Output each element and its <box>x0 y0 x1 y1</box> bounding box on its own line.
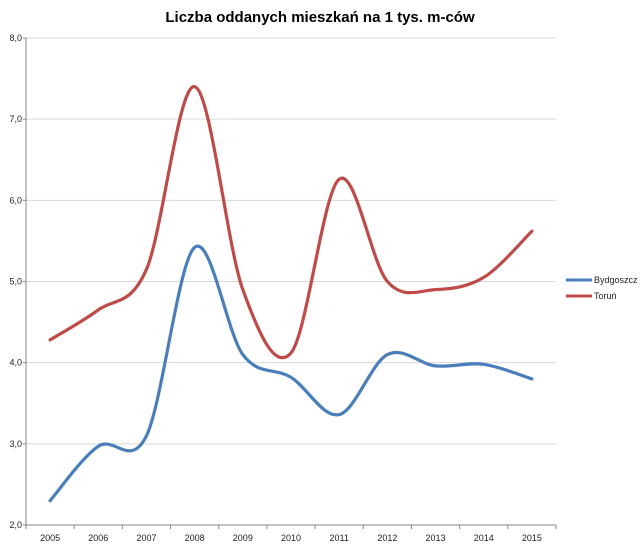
x-axis-tick-labels: 2005 2006 2007 2008 2009 2010 2011 2012 2013 2014… <box>40 533 542 543</box>
y-axis-tick-labels: 2,0 3,0 4,0 5,0 6,0 7,0 8,0 <box>9 33 22 530</box>
x-tick-label: 2014 <box>474 533 494 543</box>
series-lines <box>48 85 534 503</box>
legend-label: Toruń <box>594 291 617 301</box>
y-tick-label: 5,0 <box>9 277 22 287</box>
legend: Bydgoszcz Toruń <box>566 275 638 301</box>
y-tick-label: 6,0 <box>9 195 22 205</box>
series-line-bydgoszcz <box>48 244 534 503</box>
x-tick-label: 2013 <box>426 533 446 543</box>
series-line-toru- <box>48 85 534 360</box>
x-tick-label: 2008 <box>185 533 205 543</box>
x-tick-label: 2012 <box>377 533 397 543</box>
x-tick-label: 2006 <box>88 533 108 543</box>
x-tick-label: 2005 <box>40 533 60 543</box>
y-tick-label: 7,0 <box>9 114 22 124</box>
y-tick-label: 4,0 <box>9 358 22 368</box>
x-tick-label: 2015 <box>522 533 542 543</box>
x-tick-label: 2009 <box>233 533 253 543</box>
gridlines <box>26 37 556 445</box>
y-tick-label: 2,0 <box>9 520 22 530</box>
axes <box>23 37 557 529</box>
y-tick-label: 8,0 <box>9 33 22 43</box>
chart-title: Liczba oddanych mieszkań na 1 tys. m-ców <box>165 9 475 26</box>
x-tick-label: 2010 <box>281 533 301 543</box>
y-tick-label: 3,0 <box>9 439 22 449</box>
x-tick-label: 2007 <box>136 533 156 543</box>
x-tick-label: 2011 <box>330 533 349 543</box>
legend-label: Bydgoszcz <box>594 275 638 285</box>
